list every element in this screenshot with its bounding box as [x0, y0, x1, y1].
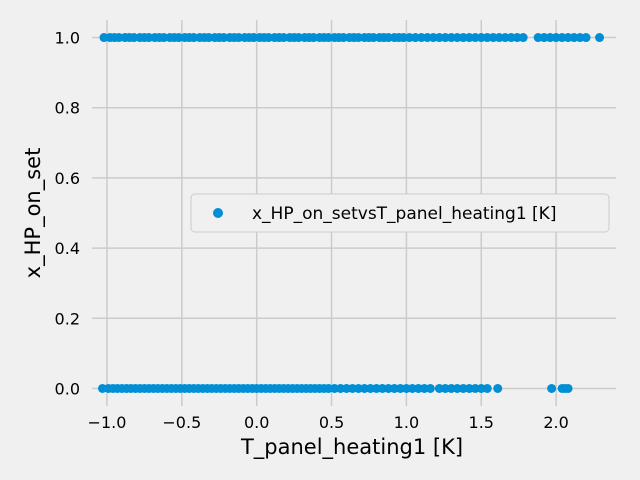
- data-points: [97, 33, 605, 393]
- y-tick-labels: 0.0 0.2 0.4 0.6 0.8 1.0: [55, 29, 80, 399]
- x-tick-label: 0.0: [244, 413, 269, 432]
- legend: x_HP_on_setvsT_panel_heating1 [K]: [190, 193, 610, 233]
- y-tick-label: 0.6: [55, 169, 80, 188]
- x-tick-label: −0.5: [162, 413, 201, 432]
- x-tick-label: 2.0: [543, 413, 568, 432]
- legend-marker: [213, 208, 223, 218]
- x-tick-label: 1.0: [394, 413, 419, 432]
- y-tick-label: 1.0: [55, 29, 80, 48]
- x-tick-label: 0.5: [319, 413, 344, 432]
- y-tick-label: 0.8: [55, 99, 80, 118]
- legend-label: x_HP_on_setvsT_panel_heating1 [K]: [252, 204, 556, 224]
- y-tick-label: 0.0: [55, 379, 80, 398]
- x-tick-label: −1.0: [88, 413, 127, 432]
- data-point: [595, 33, 605, 43]
- y-tick-label: 0.2: [55, 309, 80, 328]
- y-tick-label: 0.4: [55, 239, 80, 258]
- data-point: [581, 33, 591, 43]
- data-point: [425, 383, 435, 393]
- y-axis-label: x_HP_on_set: [21, 148, 46, 279]
- data-point: [563, 383, 573, 393]
- data-point: [547, 383, 557, 393]
- data-point: [518, 33, 528, 43]
- x-tick-label: 1.5: [469, 413, 494, 432]
- data-point: [493, 383, 503, 393]
- x-axis-label: T_panel_heating1 [K]: [240, 435, 463, 460]
- data-point: [482, 383, 492, 393]
- x-tick-labels: −1.0 −0.5 0.0 0.5 1.0 1.5 2.0: [88, 413, 569, 432]
- legend-box: [190, 193, 610, 233]
